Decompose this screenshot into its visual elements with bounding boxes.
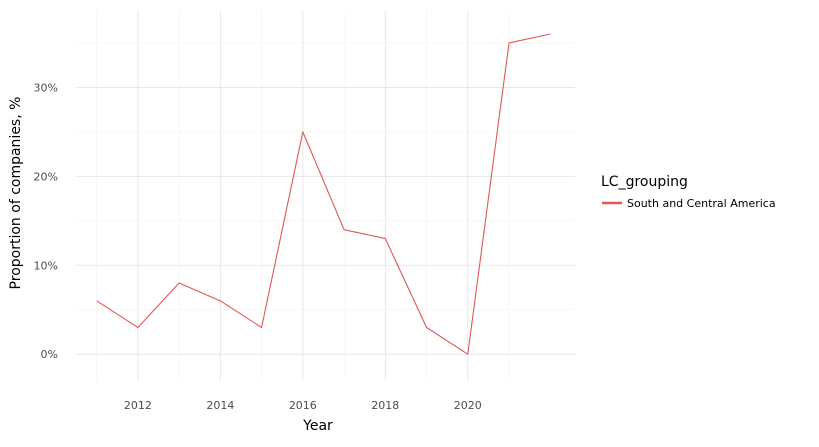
series-line-south-and-central-america: [96, 33, 551, 355]
x-tick-label: 2012: [124, 399, 152, 412]
series-layer: [96, 33, 551, 355]
y-axis-ticks: 0% 10% 20% 30%: [34, 81, 58, 361]
grid-layer: [76, 10, 575, 380]
x-tick-label: 2016: [289, 399, 317, 412]
x-tick-label: 2020: [454, 399, 482, 412]
x-axis-ticks: 2012 2014 2016 2018 2020: [124, 399, 482, 412]
x-tick-label: 2018: [371, 399, 399, 412]
y-axis-title: Proportion of companies, %: [8, 97, 24, 290]
y-tick-label: 0%: [41, 348, 58, 361]
x-axis-title: Year: [302, 418, 333, 434]
y-tick-label: 20%: [34, 170, 58, 183]
legend-label-south-and-central-america: South and Central America: [627, 197, 776, 210]
y-tick-label: 30%: [34, 81, 58, 94]
y-tick-label: 10%: [34, 259, 58, 272]
legend: LC_grouping South and Central America: [601, 174, 776, 210]
legend-title: LC_grouping: [601, 174, 688, 190]
x-tick-label: 2014: [206, 399, 234, 412]
